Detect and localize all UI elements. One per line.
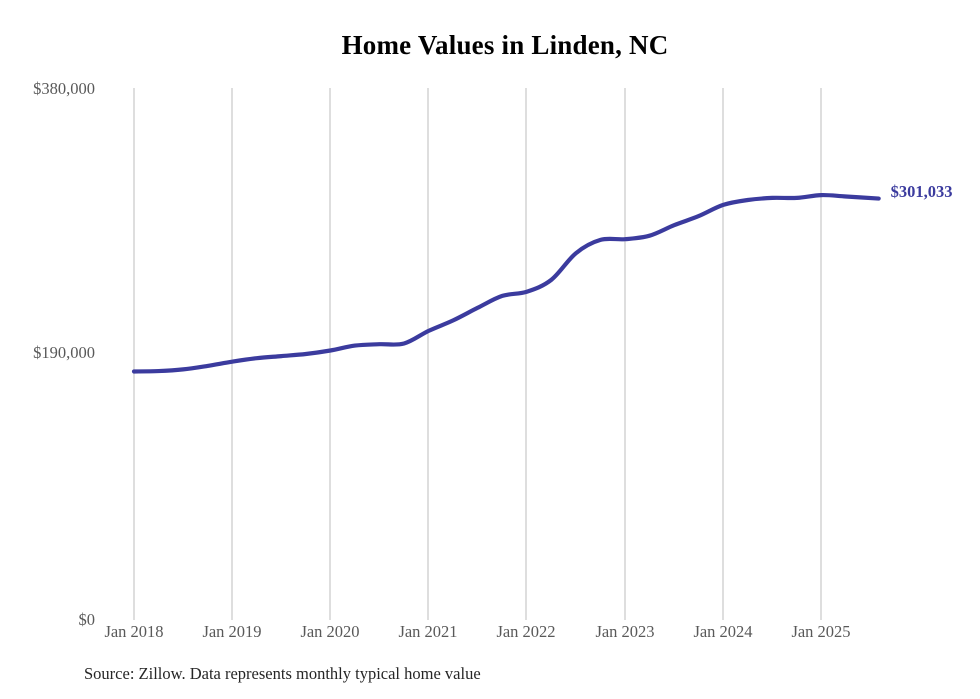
chart-title: Home Values in Linden, NC (341, 30, 669, 60)
x-axis-tick-jan-2022: Jan 2022 (496, 622, 556, 641)
x-axis-tick-jan-2023: Jan 2023 (595, 622, 655, 641)
source-note: Source: Zillow. Data represents monthly … (84, 664, 481, 683)
x-axis-tick-jan-2025: Jan 2025 (791, 622, 851, 641)
x-axis-tick-jan-2020: Jan 2020 (300, 622, 360, 641)
y-axis-tick-max: $380,000 (33, 79, 95, 98)
end-value-annotation: $301,033 (890, 181, 953, 201)
y-axis-tick-mid: $190,000 (33, 343, 95, 362)
x-axis-tick-jan-2024: Jan 2024 (693, 622, 753, 641)
y-axis-tick-zero: $0 (78, 610, 96, 629)
x-axis-tick-jan-2021: Jan 2021 (398, 622, 458, 641)
x-axis-tick-jan-2019: Jan 2019 (202, 622, 262, 641)
gridlines (133, 88, 822, 620)
value-line-series (131, 192, 881, 374)
x-axis-tick-jan-2018: Jan 2018 (104, 622, 164, 641)
